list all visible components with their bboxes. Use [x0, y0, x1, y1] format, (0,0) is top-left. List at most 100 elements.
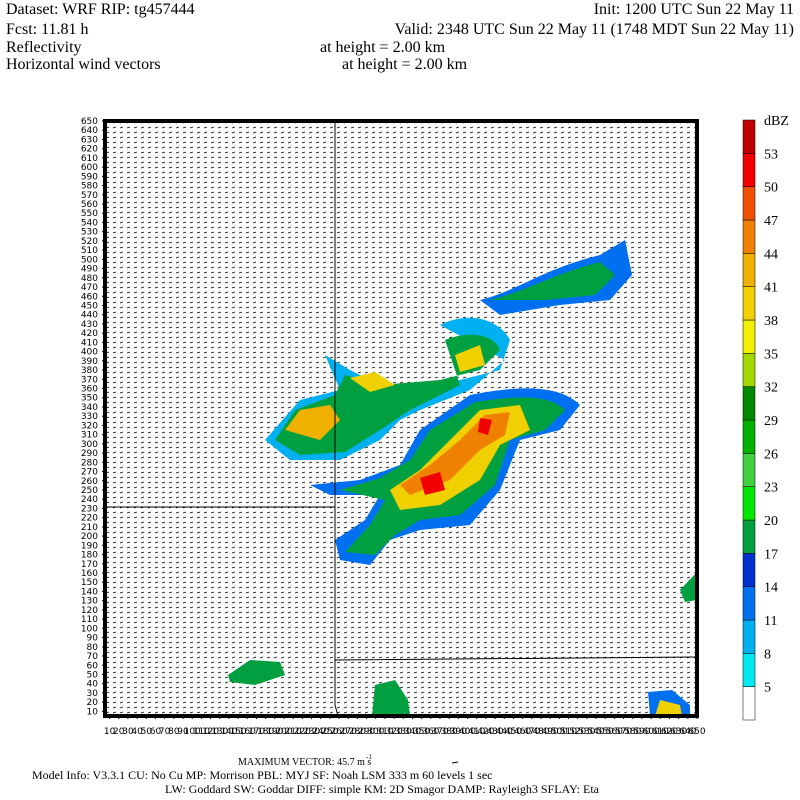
x-tick-label: 350 — [413, 727, 430, 737]
y-tick-label: 190 — [81, 541, 98, 551]
x-tick-label: 650 — [688, 727, 705, 737]
colorbar-label: 26 — [764, 447, 778, 462]
x-tick-label: 160 — [239, 727, 256, 737]
x-tick-label: 400 — [459, 727, 476, 737]
y-tick-label: 580 — [81, 182, 98, 192]
x-tick-label: 310 — [376, 727, 393, 737]
colorbar-label: 5 — [764, 681, 771, 696]
y-tick-label: 200 — [81, 532, 98, 542]
x-tick-label: 620 — [661, 727, 678, 737]
y-tick-label: 500 — [81, 255, 98, 265]
y-tick-label: 540 — [81, 218, 98, 228]
x-tick-label: 530 — [578, 727, 595, 737]
x-tick-label: 490 — [542, 727, 559, 737]
y-tick-label: 490 — [81, 265, 98, 275]
y-tick-label: 600 — [81, 163, 98, 173]
y-tick-label: 450 — [81, 301, 98, 311]
x-tick-label: 260 — [330, 727, 347, 737]
y-tick-label: 610 — [81, 154, 98, 164]
x-tick-label: 630 — [670, 727, 687, 737]
colorbar-label: 38 — [764, 314, 778, 329]
colorbar-box — [742, 186, 756, 221]
colorbar-box — [742, 686, 756, 721]
x-tick-label: 590 — [633, 727, 650, 737]
x-tick-label: 50 — [141, 727, 153, 737]
colorbar-box — [742, 386, 756, 421]
reflectivity-area — [285, 405, 340, 440]
field-name: Horizontal wind vectors — [6, 56, 161, 73]
y-tick-label: 30 — [87, 689, 99, 699]
y-tick-label: 640 — [81, 126, 98, 136]
y-tick-label: 530 — [81, 228, 98, 238]
reflectivity-area — [350, 372, 395, 392]
y-tick-label: 60 — [87, 661, 99, 671]
y-tick-label: 150 — [81, 578, 98, 588]
colorbar-label: 29 — [764, 414, 778, 429]
x-tick-label: 80 — [168, 727, 180, 737]
y-tick-label: 370 — [81, 375, 98, 385]
y-tick-label: 520 — [81, 237, 98, 247]
y-tick-label: 220 — [81, 514, 98, 524]
reflectivity-area — [420, 418, 492, 495]
x-tick-label: 430 — [486, 727, 503, 737]
x-tick-label: 610 — [652, 727, 669, 737]
x-tick-label: 180 — [257, 727, 274, 737]
y-tick-label: 20 — [87, 698, 99, 708]
y-tick-label: 240 — [81, 495, 98, 505]
x-tick-label: 510 — [560, 727, 577, 737]
x-tick-label: 540 — [587, 727, 604, 737]
x-tick-label: 440 — [496, 727, 513, 737]
x-tick-label: 390 — [450, 727, 467, 737]
colorbar-label: 53 — [764, 147, 778, 162]
colorbar-box — [742, 253, 756, 287]
reflectivity-area — [655, 700, 682, 716]
colorbar-box — [742, 586, 756, 621]
x-tick-label: 280 — [349, 727, 366, 737]
map-frame — [103, 119, 699, 718]
x-tick-label: 300 — [367, 727, 384, 737]
x-tick-label: 560 — [606, 727, 623, 737]
x-tick-label: 190 — [266, 727, 283, 737]
x-tick-label: 520 — [569, 727, 586, 737]
colorbar-box — [742, 319, 756, 354]
y-tick-label: 470 — [81, 283, 98, 293]
colorbar-box — [742, 553, 756, 587]
x-tick-label: 500 — [551, 727, 568, 737]
field-height: at height = 2.00 km — [320, 39, 446, 56]
x-tick-label: 230 — [303, 727, 320, 737]
y-tick-label: 280 — [81, 458, 98, 468]
y-tick-label: 270 — [81, 468, 98, 478]
dataset: Dataset: WRF RIP: tg457444 — [6, 1, 195, 18]
colorbar-label: 11 — [764, 614, 777, 629]
model-info: LW: Goddard SW: Goddar DIFF: simple KM: … — [165, 782, 600, 796]
y-tick-label: 340 — [81, 403, 98, 413]
x-tick-label: 580 — [624, 727, 641, 737]
colorbar-box — [742, 419, 756, 454]
y-tick-label: 320 — [81, 421, 98, 431]
y-tick-label: 330 — [81, 412, 98, 422]
x-tick-label: 130 — [211, 727, 228, 737]
y-tick-label: 420 — [81, 329, 98, 339]
y-tick-label: 120 — [81, 606, 98, 616]
y-tick-label: 570 — [81, 191, 98, 201]
x-tick-label: 550 — [597, 727, 614, 737]
max-vector-unit: -1 — [366, 753, 372, 761]
y-tick-label: 390 — [81, 357, 98, 367]
x-tick-label: 470 — [523, 727, 540, 737]
y-tick-label: 430 — [81, 320, 98, 330]
y-tick-label: 100 — [81, 624, 98, 634]
colorbar-label: 8 — [764, 647, 771, 662]
x-tick-label: 380 — [441, 727, 458, 737]
x-tick-label: 90 — [177, 727, 189, 737]
reflectivity — [228, 240, 697, 716]
x-tick-label: 30 — [122, 727, 134, 737]
reflectivity-area — [228, 660, 285, 685]
reflectivity-area — [455, 345, 485, 372]
x-tick-label: 20 — [113, 727, 125, 737]
x-tick-label: 10 — [104, 727, 116, 737]
y-tick-label: 590 — [81, 172, 98, 182]
y-tick-label: 300 — [81, 440, 98, 450]
x-tick-label: 370 — [431, 727, 448, 737]
colorbar-box — [742, 453, 756, 487]
